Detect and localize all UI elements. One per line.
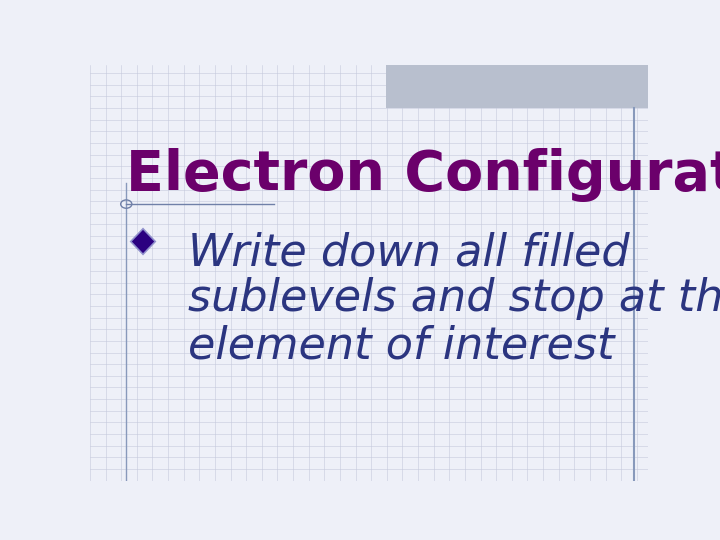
Bar (386, 65, 648, 109)
Polygon shape (130, 227, 156, 255)
Text: element of interest: element of interest (188, 325, 614, 368)
Text: sublevels and stop at the: sublevels and stop at the (188, 277, 720, 320)
Polygon shape (132, 230, 154, 253)
Text: Electron Configurations: Electron Configurations (126, 148, 720, 202)
Text: Write down all filled: Write down all filled (188, 231, 629, 274)
